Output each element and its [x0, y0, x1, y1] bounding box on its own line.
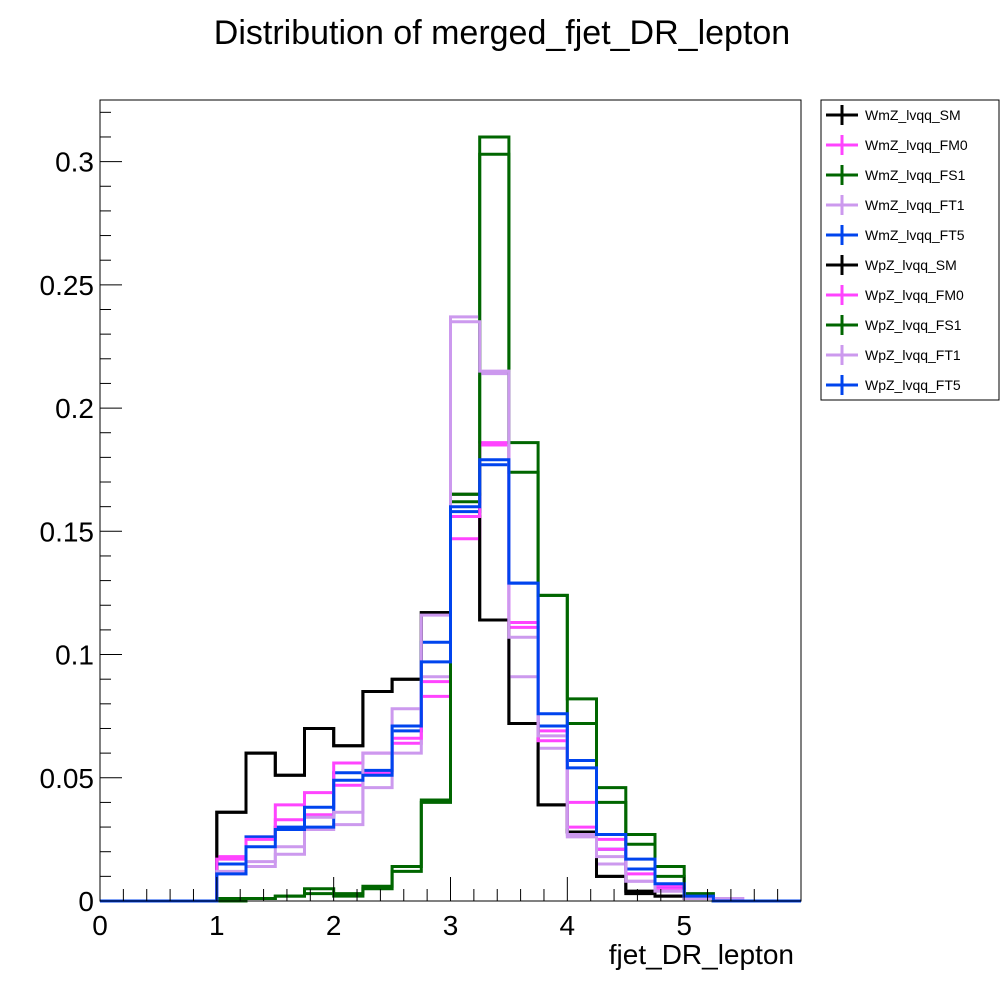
chart-title: Distribution of merged_fjet_DR_lepton: [214, 14, 790, 52]
legend-label: WpZ_lvqq_FT5: [865, 377, 961, 393]
legend-item: WpZ_lvqq_FM0: [826, 285, 964, 305]
legend-label: WmZ_lvqq_FT5: [865, 227, 965, 243]
series-line-wpz-lvqq-fm0: [100, 443, 801, 903]
legend-label: WmZ_lvqq_FM0: [865, 137, 968, 153]
legend-label: WmZ_lvqq_FT1: [865, 197, 965, 213]
x-axis-label: fjet_DR_lepton: [609, 939, 794, 970]
series-line-wpz-lvqq-ft5: [100, 458, 801, 903]
legend-item: WpZ_lvqq_FT1: [826, 345, 961, 365]
y-tick-label: 0.3: [55, 147, 94, 178]
legend-item: WmZ_lvqq_FM0: [826, 135, 968, 155]
legend-item: WmZ_lvqq_FS1: [826, 165, 966, 185]
series-line-wpz-lvqq-fs1: [100, 135, 801, 903]
x-tick-label: 1: [209, 910, 225, 941]
legend-label: WmZ_lvqq_FS1: [865, 167, 966, 183]
x-tick-label: 0: [92, 910, 108, 941]
plot-area: [100, 135, 801, 903]
y-tick-label: 0.15: [40, 516, 95, 547]
legend-label: WpZ_lvqq_FM0: [865, 287, 964, 303]
legend-item: WpZ_lvqq_FS1: [826, 315, 962, 335]
legend-box: [820, 99, 1000, 401]
y-tick-label: 0.25: [40, 270, 95, 301]
legend-label: WmZ_lvqq_SM: [865, 107, 961, 123]
legend: WmZ_lvqq_SM WmZ_lvqq_FM0 WmZ_lvqq_FS1 WmZ_l…: [820, 99, 1000, 401]
y-tick-label: 0: [78, 886, 94, 917]
x-tick-label: 2: [326, 910, 342, 941]
x-tick-label: 4: [560, 910, 576, 941]
legend-label: WpZ_lvqq_FS1: [865, 317, 962, 333]
legend-item: WmZ_lvqq_FT1: [826, 195, 965, 215]
y-tick-label: 0.1: [55, 640, 94, 671]
legend-label: WpZ_lvqq_SM: [865, 257, 957, 273]
y-tick-label: 0.05: [40, 763, 95, 794]
legend-item: WpZ_lvqq_FT5: [826, 375, 961, 395]
y-tick-label: 0.2: [55, 393, 94, 424]
legend-label: WpZ_lvqq_FT1: [865, 347, 961, 363]
x-tick-label: 3: [443, 910, 459, 941]
axes: 0 1 2 3 4 5 0 0.05 0.1 0.15 0.2 0.25 0.3: [40, 99, 802, 941]
x-tick-label: 5: [676, 910, 692, 941]
legend-item: WmZ_lvqq_SM: [826, 105, 961, 125]
legend-item: WpZ_lvqq_SM: [826, 255, 957, 275]
legend-item: WmZ_lvqq_FT5: [826, 225, 965, 245]
